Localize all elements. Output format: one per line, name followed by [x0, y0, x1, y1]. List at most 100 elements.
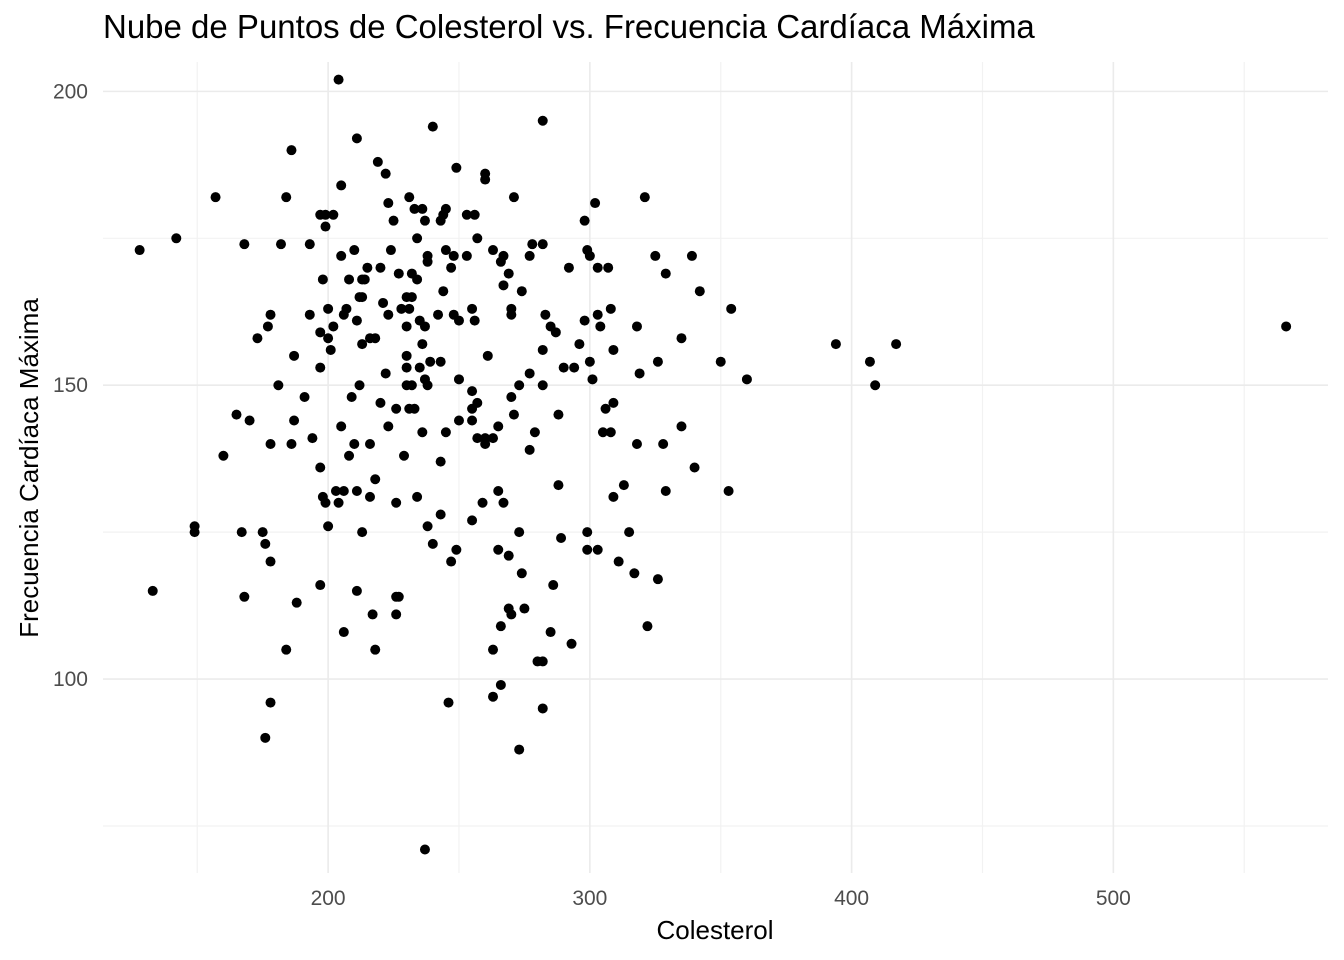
data-point	[412, 491, 423, 502]
data-point	[265, 309, 276, 320]
data-point	[210, 192, 221, 203]
data-point	[218, 450, 229, 461]
data-point	[401, 350, 412, 361]
data-point	[252, 333, 263, 344]
data-point	[498, 280, 509, 291]
data-point	[642, 621, 653, 632]
data-point	[414, 362, 425, 373]
data-point	[592, 262, 603, 273]
data-point	[488, 691, 499, 702]
x-tick-label: 300	[572, 887, 607, 910]
data-point	[344, 450, 355, 461]
data-point	[393, 591, 404, 602]
data-point	[488, 644, 499, 655]
data-point	[320, 209, 331, 220]
data-point	[344, 274, 355, 285]
data-point	[660, 268, 671, 279]
data-point	[304, 239, 315, 250]
data-point	[336, 421, 347, 432]
data-point	[579, 315, 590, 326]
data-point	[582, 544, 593, 555]
data-point	[634, 368, 645, 379]
data-point	[171, 233, 182, 244]
data-point	[425, 356, 436, 367]
data-point	[417, 339, 428, 350]
data-point	[357, 339, 368, 350]
data-point	[723, 486, 734, 497]
data-point	[417, 427, 428, 438]
data-point	[435, 509, 446, 520]
data-point	[336, 180, 347, 191]
data-point	[524, 444, 535, 455]
data-point	[480, 438, 491, 449]
data-point	[370, 644, 381, 655]
grid-minor-lines	[103, 62, 1328, 873]
data-point	[477, 497, 488, 508]
y-tick-label: 150	[53, 374, 88, 397]
data-point	[495, 679, 506, 690]
data-point	[422, 521, 433, 532]
data-point	[608, 491, 619, 502]
data-point	[558, 362, 569, 373]
data-point	[433, 309, 444, 320]
data-point	[488, 433, 499, 444]
data-point	[741, 374, 752, 385]
data-point	[265, 697, 276, 708]
data-point	[461, 209, 472, 220]
data-point	[686, 250, 697, 261]
data-point	[281, 192, 292, 203]
data-point	[676, 333, 687, 344]
data-point	[453, 415, 464, 426]
data-point	[265, 438, 276, 449]
data-point	[336, 250, 347, 261]
data-point	[372, 156, 383, 167]
data-point	[545, 627, 556, 638]
data-point	[265, 556, 276, 567]
data-point	[262, 321, 273, 332]
data-point	[388, 215, 399, 226]
data-point	[393, 268, 404, 279]
data-point	[427, 121, 438, 132]
data-point	[605, 427, 616, 438]
data-point	[556, 533, 567, 544]
data-point	[419, 321, 430, 332]
data-point	[289, 415, 300, 426]
data-point	[503, 268, 514, 279]
data-point	[440, 245, 451, 256]
data-point	[514, 744, 525, 755]
data-point	[488, 245, 499, 256]
data-point	[281, 644, 292, 655]
data-point	[385, 245, 396, 256]
data-point	[440, 427, 451, 438]
data-point	[404, 192, 415, 203]
data-point	[676, 421, 687, 432]
data-point	[435, 356, 446, 367]
data-point	[289, 350, 300, 361]
data-point	[506, 609, 517, 620]
data-point	[354, 380, 365, 391]
data-point	[472, 433, 483, 444]
data-point	[891, 339, 902, 350]
data-point	[338, 309, 349, 320]
data-point	[726, 303, 737, 314]
data-point	[864, 356, 875, 367]
data-point	[399, 450, 410, 461]
data-point	[527, 239, 538, 250]
data-point	[493, 486, 504, 497]
data-point	[830, 339, 841, 350]
data-point	[608, 344, 619, 355]
data-point	[351, 315, 362, 326]
data-point	[605, 303, 616, 314]
data-point	[307, 433, 318, 444]
data-point	[273, 380, 284, 391]
data-point	[566, 638, 577, 649]
data-point	[569, 362, 580, 373]
data-point	[338, 486, 349, 497]
data-point	[537, 703, 548, 714]
data-point	[401, 362, 412, 373]
data-point	[406, 380, 417, 391]
data-point	[330, 486, 341, 497]
data-point	[351, 585, 362, 596]
data-point	[364, 491, 375, 502]
